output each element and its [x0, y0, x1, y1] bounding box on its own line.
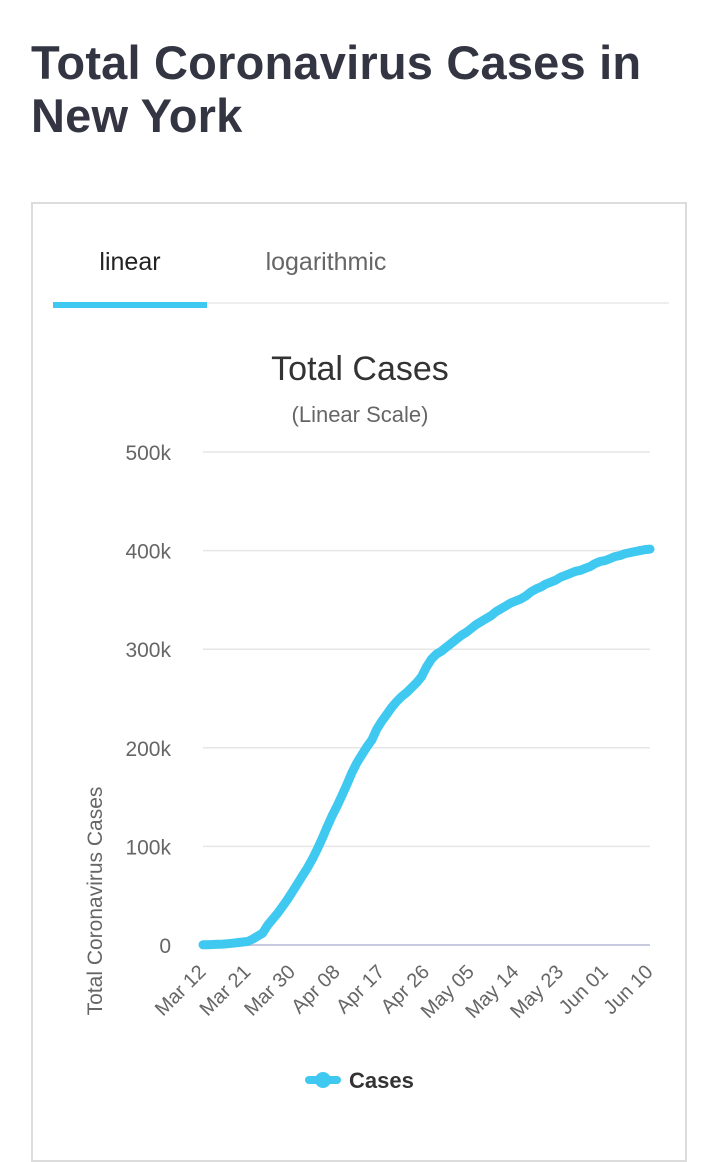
cases-line-chart: Total Cases (Linear Scale) Total Coronav…	[84, 350, 658, 1093]
x-tick-label: Apr 17	[332, 961, 389, 1018]
x-tick-label: Mar 30	[240, 961, 300, 1021]
tab-logarithmic[interactable]: logarithmic	[265, 248, 387, 276]
active-tab-indicator	[53, 302, 207, 308]
legend-swatch-dot	[315, 1072, 331, 1088]
y-axis-label: Total Coronavirus Cases	[84, 787, 107, 1016]
chart-card: linear logarithmic Total Cases (Linear S…	[31, 202, 687, 1162]
chart-title: Total Cases	[271, 350, 449, 388]
y-tick-label: 100k	[125, 836, 171, 859]
tab-linear[interactable]: linear	[99, 248, 161, 276]
y-tick-label: 300k	[125, 639, 171, 662]
legend[interactable]: Cases	[305, 1068, 414, 1093]
series-layer	[198, 544, 655, 950]
y-tick-label: 0	[159, 935, 171, 958]
grid: 0 100k 200k 300k 400k 500k	[125, 442, 650, 958]
legend-label: Cases	[349, 1068, 414, 1093]
scale-tabs: linear logarithmic	[53, 232, 669, 308]
y-tick-label: 200k	[125, 738, 171, 761]
y-tick-label: 400k	[125, 541, 171, 564]
x-tick-label: Jun 01	[555, 961, 613, 1019]
x-tick-label: Jun 10	[600, 961, 658, 1019]
series-line-cases[interactable]	[198, 544, 655, 950]
y-tick-label: 500k	[125, 442, 171, 465]
chart-subtitle: (Linear Scale)	[292, 402, 429, 427]
page-title: Total Coronavirus Cases in New York	[31, 36, 642, 142]
x-tick-label: Apr 08	[287, 961, 344, 1018]
